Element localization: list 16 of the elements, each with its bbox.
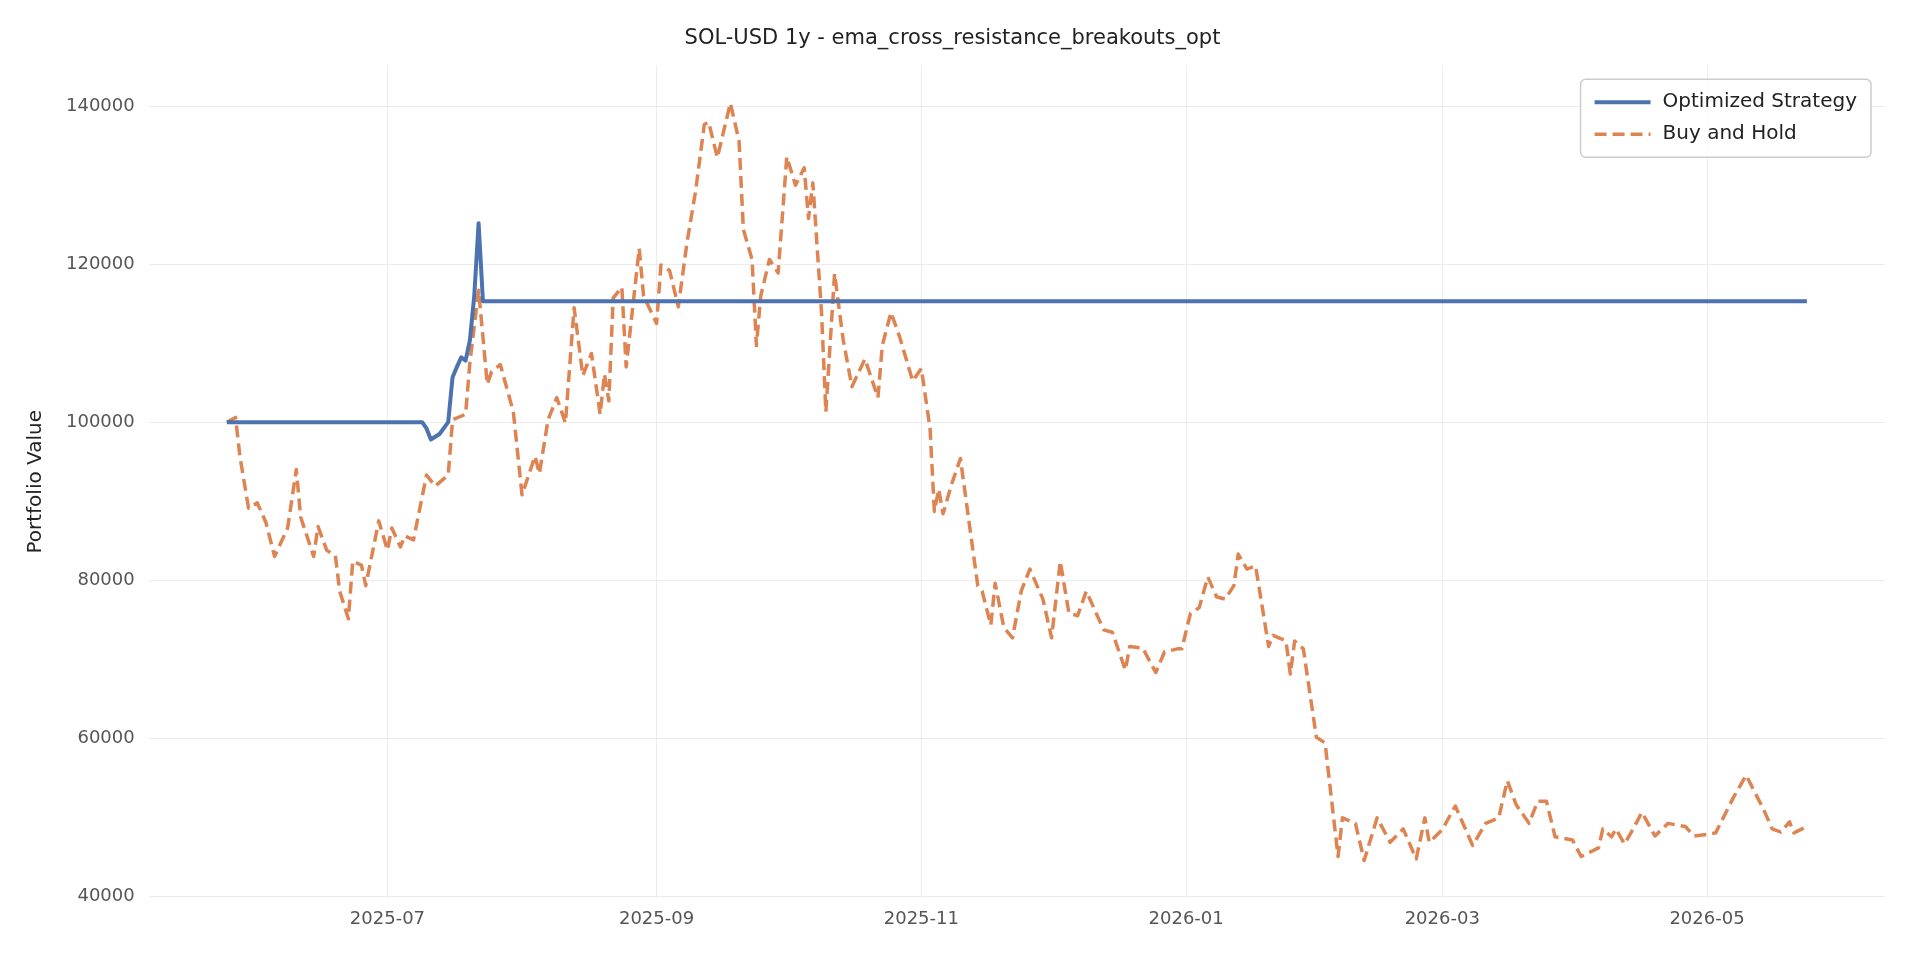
y-tick-label: 120000 xyxy=(65,251,135,273)
x-tick-label: 2025-09 xyxy=(618,906,695,928)
x-tick-label: 2026-05 xyxy=(1669,906,1745,928)
y-tick-label: 60000 xyxy=(77,725,135,747)
chart-title: SOL-USD 1y - ema_cross_resistance_breakouts_opt xyxy=(684,25,1221,51)
x-tick-label: 2025-11 xyxy=(883,906,959,928)
y-tick-label: 80000 xyxy=(77,567,135,589)
x-tick-label: 2026-03 xyxy=(1404,906,1480,928)
legend-label: Optimized Strategy xyxy=(1662,88,1858,113)
legend-label: Buy and Hold xyxy=(1662,120,1797,145)
y-tick-label: 100000 xyxy=(65,409,135,431)
y-axis-title: Portfolio Value xyxy=(22,410,47,554)
x-tick-label: 2025-07 xyxy=(349,906,426,928)
x-tick-label: 2026-01 xyxy=(1148,906,1224,928)
y-tick-label: 40000 xyxy=(77,883,135,905)
y-tick-label: 140000 xyxy=(65,93,135,115)
